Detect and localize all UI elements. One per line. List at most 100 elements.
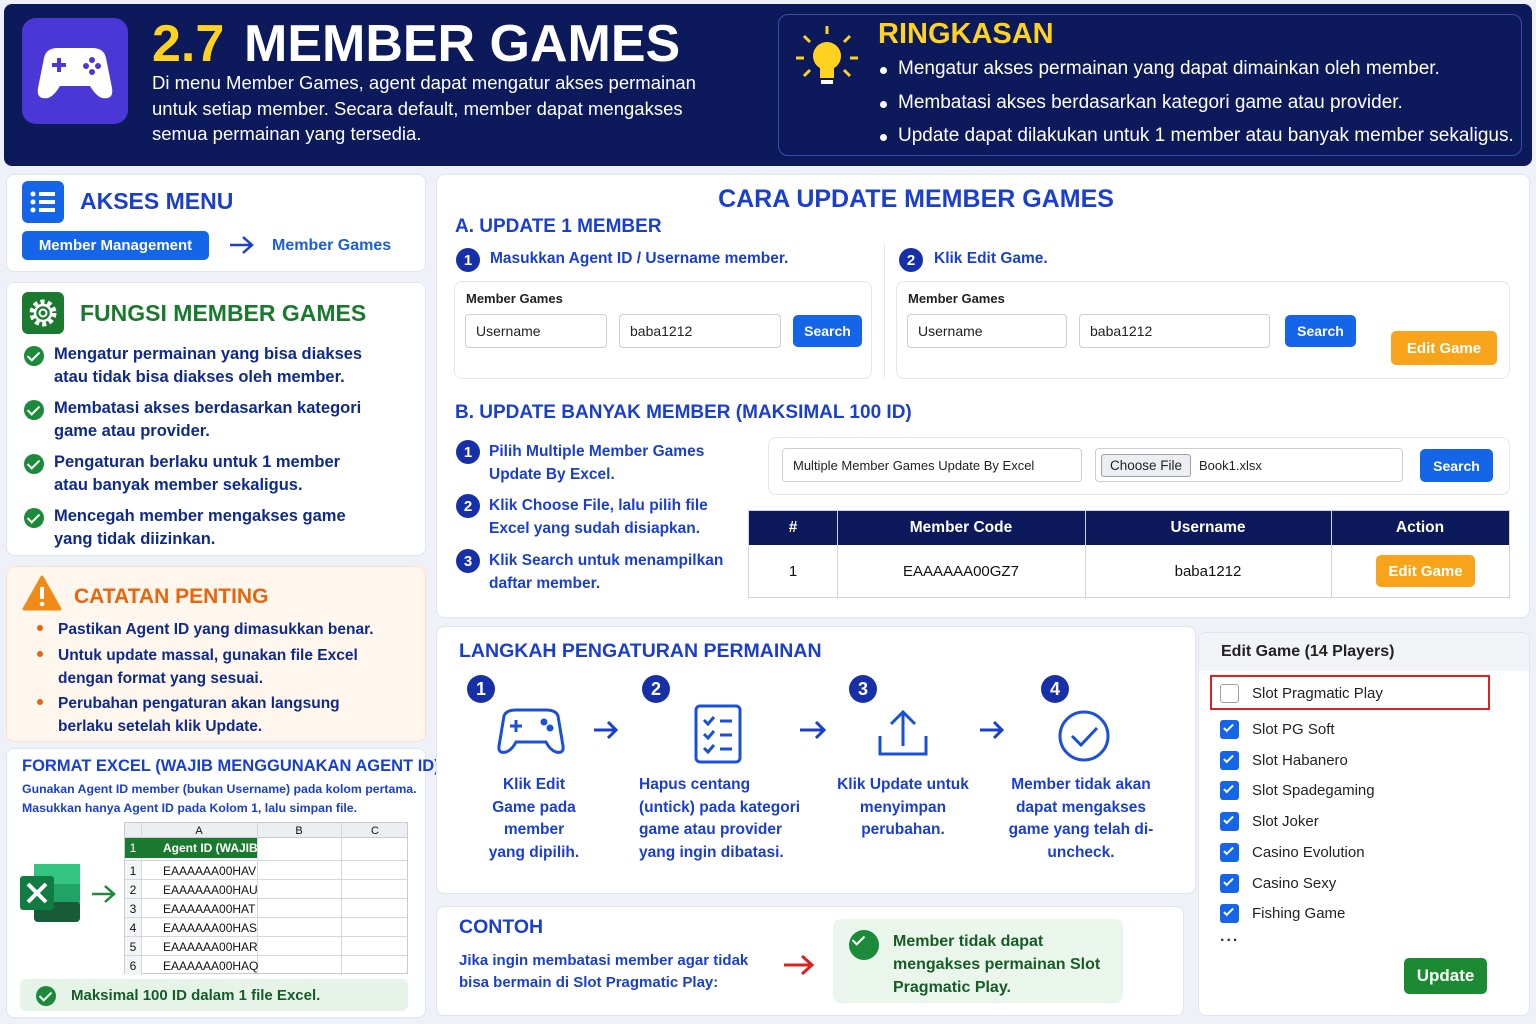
game-name: Casino Sexy (1252, 874, 1337, 892)
step-text: Klik Choose File, lalu pilih file Excel … (489, 497, 708, 537)
format-excel-title: FORMAT EXCEL (WAJIB MENGGUNAKAN AGENT ID… (22, 757, 440, 775)
step-number: 1 (467, 675, 495, 703)
row-number: 2 (125, 880, 141, 899)
arrow (92, 885, 116, 903)
checkbox[interactable] (1220, 684, 1239, 703)
table-header-cell: Action (1395, 519, 1445, 536)
langkah-title: LANGKAH PENGATURAN PERMAINAN (459, 640, 822, 662)
row-line (125, 879, 407, 880)
step-number: 4 (1041, 675, 1069, 703)
warning-icon (22, 575, 62, 611)
step-number: 2 (899, 248, 923, 272)
check-icon (849, 930, 879, 960)
member-table: #1 Member Code EAAAAAA00GZ7 Username baba121… (748, 510, 1510, 598)
game-name: Casino Evolution (1252, 843, 1365, 861)
select[interactable]: Multiple Member Games Update By Excel (782, 448, 1082, 482)
checkbox[interactable] (1220, 781, 1239, 801)
step-text: Pilih Multiple Member Games Update By Ex… (489, 443, 705, 483)
check-icon (24, 454, 44, 474)
search-button[interactable]: Search (1420, 449, 1493, 482)
col-line (1085, 511, 1086, 597)
arrow (784, 954, 815, 976)
sheet-cell: EAAAAAA00HAU (163, 882, 258, 897)
row-line (125, 898, 407, 899)
panel-header (1199, 633, 1529, 671)
header-title: MEMBER GAMES (244, 15, 681, 73)
cara-title: CARA UPDATE MEMBER GAMES (718, 185, 1114, 213)
select[interactable]: Username (907, 314, 1067, 348)
sheet-cell: EAAAAAA00HAT (163, 901, 256, 916)
file-input[interactable]: Choose File Book1.xlsx (1095, 448, 1403, 482)
catatan-item: Perubahan pengaturan akan langsung berla… (58, 695, 340, 735)
input[interactable]: baba1212 (1079, 314, 1270, 348)
bulb-icon (796, 26, 858, 84)
table-cell: EAAAAAA00GZ7 (903, 562, 1019, 580)
col-line (837, 511, 838, 597)
excel-sheet: A B C 1 Agent ID (WAJIB) 1 EAAAAAA00HAV 2 EAAAAA… (124, 822, 408, 975)
sheet-header (125, 823, 407, 838)
checkbox[interactable] (1220, 873, 1239, 893)
akses-menu-target: Member Games (272, 237, 392, 254)
check-icon (24, 400, 44, 420)
bullet (880, 100, 887, 108)
summary-title: RINGKASAN (878, 18, 1054, 50)
row-number: 1 (125, 861, 141, 880)
highlight (1210, 675, 1490, 710)
search-button[interactable]: Search (793, 315, 862, 347)
game-name: Slot Habanero (1252, 751, 1348, 769)
checkbox[interactable] (1220, 904, 1239, 924)
checkmark (1223, 813, 1234, 825)
game-name: Slot Spadegaming (1252, 782, 1375, 800)
bullet (37, 651, 43, 657)
menu-icon (22, 181, 64, 223)
checkmark (1223, 905, 1234, 917)
checkmark (1223, 783, 1234, 794)
select[interactable]: Username (465, 314, 607, 348)
header (4, 4, 1532, 166)
search-button[interactable]: Search (1285, 315, 1356, 347)
form-label: Member Games (908, 291, 1005, 306)
checkbox[interactable] (1220, 842, 1239, 862)
checkmark (1223, 721, 1234, 733)
edit-game-button[interactable]: Edit Game (1376, 555, 1475, 587)
fungsi-item: Mencegah member mengakses game yang tida… (54, 507, 346, 548)
form-label: Member Games (466, 291, 563, 306)
step-text: Masukkan Agent ID / Username member. (490, 250, 789, 267)
row-number: 6 (125, 956, 141, 975)
table-header-cell: # (788, 519, 798, 536)
sheet-cell: EAAAAAA00HAQ (163, 958, 259, 973)
column-label: A (195, 824, 203, 837)
table-header-cell: Username (1170, 519, 1246, 536)
row-line (125, 860, 407, 861)
input[interactable]: baba1212 (619, 314, 781, 348)
checkbox[interactable] (1220, 750, 1239, 770)
update-button[interactable]: Update (1404, 958, 1487, 994)
sheet-cell: EAAAAAA00HAS (163, 920, 258, 935)
header-description: Di menu Member Games, agent dapat mengat… (152, 72, 696, 144)
choose-file-button[interactable]: Choose File (1101, 454, 1192, 477)
row-number: 3 (125, 899, 141, 918)
bullet (880, 134, 887, 141)
game-name: Slot Pragmatic Play (1252, 685, 1383, 702)
summary-box (778, 14, 1522, 156)
fungsi-box (6, 282, 426, 556)
step-number: 1 (456, 440, 480, 464)
bullet (880, 67, 887, 74)
row-number: 4 (125, 918, 141, 937)
step-number: 3 (456, 549, 480, 573)
header-number: 2.7 (152, 15, 225, 73)
step-text: Klik Search untuk menampilkan daftar mem… (489, 552, 724, 592)
divider (884, 244, 885, 378)
checkmark (1223, 752, 1234, 763)
checkbox[interactable] (1220, 720, 1239, 739)
more: ... (1220, 928, 1240, 945)
member-management-button[interactable]: Member Management (22, 231, 209, 260)
step-text: Member tidak akan dapat mengakses game y… (1008, 776, 1154, 861)
checkbox[interactable] (1220, 812, 1239, 832)
step-number: 2 (642, 675, 670, 703)
section-a-title: A. UPDATE 1 MEMBER (455, 216, 662, 237)
edit-game-button[interactable]: Edit Game (1391, 331, 1497, 365)
col-line (257, 823, 258, 975)
contoh-result: Member tidak dapat mengakses permainan S… (893, 933, 1101, 996)
sheet-cell: EAAAAAA00HAR (163, 939, 258, 954)
